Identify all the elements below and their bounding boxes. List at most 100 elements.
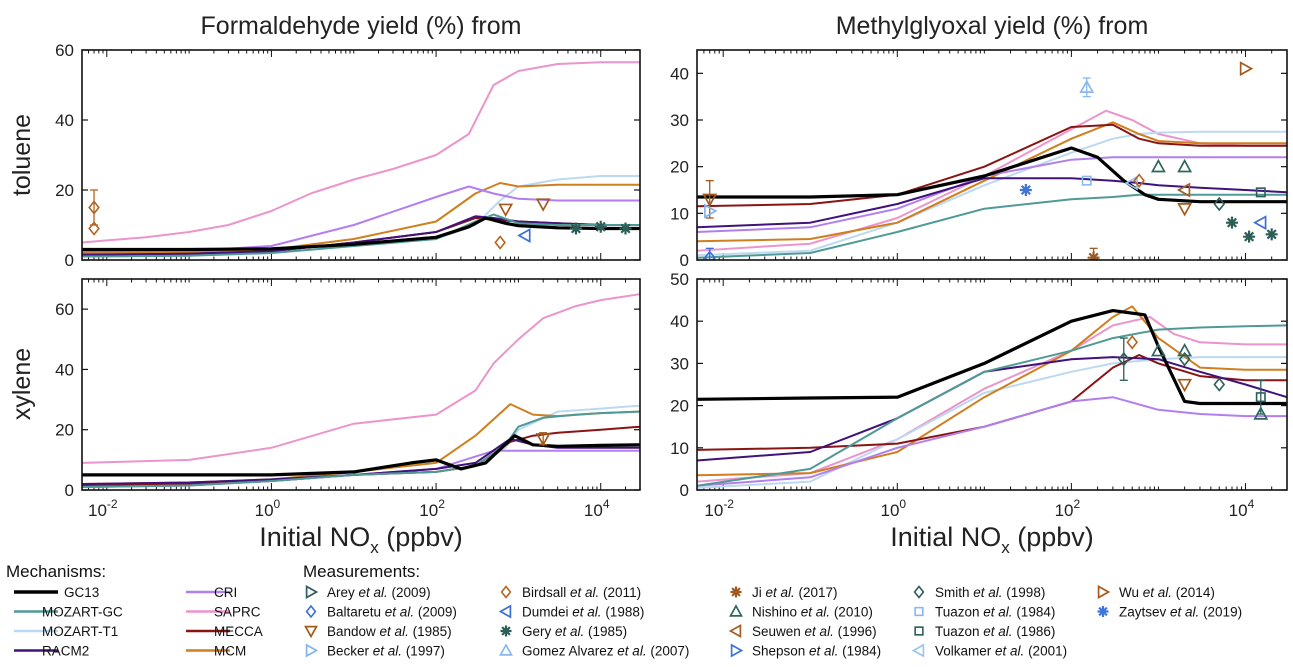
legend-author: Arey bbox=[327, 585, 359, 600]
legend-year: (2009) bbox=[414, 605, 457, 620]
legend-measurement-label: Nishino et al. (2010) bbox=[752, 605, 873, 620]
marker-tri-up bbox=[1079, 79, 1095, 93]
marker-diamond bbox=[305, 604, 317, 619]
marker-tri-left bbox=[517, 228, 531, 243]
legend-measurement-label: Smith et al. (1998) bbox=[935, 585, 1045, 600]
marker-tri-down bbox=[702, 193, 718, 208]
x-tick-label: 10-2 bbox=[704, 497, 734, 520]
marker-tri-down bbox=[304, 625, 318, 639]
series-line-gc13 bbox=[697, 309, 1287, 406]
legend-measurement-label: Dumdei et al. (1988) bbox=[522, 605, 644, 620]
legend-etal: et al. bbox=[1170, 605, 1199, 620]
marker-tri-down bbox=[1177, 203, 1193, 217]
legend-etal: et al. bbox=[805, 624, 834, 639]
legend-author: Zaytsev bbox=[1119, 605, 1170, 620]
legend-measurement-label: Ji et al. (2017) bbox=[752, 585, 838, 600]
x-tick-exponent: 2 bbox=[1073, 497, 1080, 511]
plot-area bbox=[82, 293, 640, 488]
legend-measurement-label: Gery et al. (1985) bbox=[522, 624, 627, 639]
x-tick-exponent: 4 bbox=[603, 497, 610, 511]
y-tick-label: 20 bbox=[55, 421, 74, 440]
legend-author: Becker bbox=[327, 644, 373, 659]
legend-year: (1988) bbox=[602, 605, 645, 620]
marker-star bbox=[1097, 606, 1109, 617]
legend-label-saprc: SAPRC bbox=[214, 605, 261, 620]
row-label-toluene: toluene bbox=[8, 114, 36, 196]
legend-measurement-label: Tuazon et al. (1986) bbox=[935, 624, 1055, 639]
legend-author: Gomez Alvarez bbox=[522, 644, 617, 659]
marker-tri-down bbox=[535, 198, 551, 212]
legend-measurement-label: Volkamer et al. (2001) bbox=[935, 644, 1067, 659]
panel-1: 0 20 40 60 bbox=[55, 41, 641, 270]
marker-diamond bbox=[1133, 173, 1145, 188]
legend-label-mozart-gc: MOZART-GC bbox=[42, 605, 123, 620]
marker-diamond bbox=[1213, 377, 1226, 392]
marker-square bbox=[914, 606, 924, 617]
legend-measurement-label: Birdsall et al. (2011) bbox=[522, 585, 641, 600]
marker-tri-left bbox=[498, 604, 512, 619]
x-axis-label-sub: x bbox=[370, 538, 379, 557]
panel-4: 0 10 20 30 40 50 bbox=[670, 270, 1288, 500]
series-line-mozart-t1 bbox=[697, 356, 1287, 489]
y-tick-label: 20 bbox=[670, 158, 689, 177]
x-axis-label-unit: (ppbv) bbox=[1010, 522, 1094, 552]
x-tick-base: 10 bbox=[704, 501, 723, 520]
x-tick-label: 102 bbox=[419, 497, 445, 520]
x-axis-label-sub: x bbox=[1001, 538, 1010, 557]
legend-year: (1998) bbox=[1003, 585, 1046, 600]
legend-author: Tuazon bbox=[935, 624, 983, 639]
plot-area bbox=[82, 61, 640, 258]
series-line-racm2 bbox=[697, 356, 1287, 462]
series-line-mcm bbox=[697, 121, 1287, 243]
marker-tri-up bbox=[499, 643, 513, 656]
legend-author: Wu bbox=[1119, 585, 1143, 600]
marker-square bbox=[1255, 187, 1266, 198]
legend-year: (2001) bbox=[1024, 644, 1067, 659]
x-tick-label: 10-2 bbox=[88, 497, 118, 520]
marker-tri-up bbox=[1150, 158, 1166, 173]
x-tick-base: 10 bbox=[1229, 501, 1248, 520]
marker-diamond bbox=[913, 585, 925, 599]
legend-measurement-label: Bandow et al. (1985) bbox=[327, 624, 452, 639]
x-tick-label: 104 bbox=[1229, 497, 1255, 520]
x-tick-exponent: 0 bbox=[274, 497, 281, 511]
y-tick-label: 30 bbox=[670, 111, 689, 130]
marker-star bbox=[500, 625, 512, 637]
series-line-mecca bbox=[82, 425, 640, 487]
series-line-cri bbox=[82, 449, 640, 488]
column-title-methylglyoxal: Methylglyoxal yield (%) from bbox=[836, 12, 1149, 40]
legend-etal: et al. bbox=[766, 585, 795, 600]
marker-star bbox=[594, 220, 607, 233]
marker-diamond bbox=[703, 250, 716, 260]
legend-etal: et al. bbox=[983, 605, 1012, 620]
marker-star bbox=[1225, 216, 1238, 229]
legend-measurement-label: Becker et al. (1997) bbox=[327, 644, 445, 659]
legend-label-gc13: GC13 bbox=[64, 585, 99, 600]
x-tick-exponent: 2 bbox=[438, 497, 445, 511]
legend-measurement-label: Wu et al. (2014) bbox=[1119, 585, 1215, 600]
series-line-mecca bbox=[697, 354, 1287, 451]
marker-tri-up bbox=[1150, 342, 1166, 357]
x-tick-exponent: 4 bbox=[1248, 497, 1255, 511]
legend-year: (1984) bbox=[838, 644, 881, 659]
legend-etal: et al. bbox=[1143, 585, 1172, 600]
series-line-cri bbox=[697, 396, 1287, 487]
marker-diamond bbox=[1126, 335, 1139, 350]
row-label-xylene: xylene bbox=[8, 348, 36, 420]
legend-year: (1996) bbox=[834, 624, 877, 639]
y-tick-label: 20 bbox=[670, 397, 689, 416]
legend-etal: et al. bbox=[801, 605, 830, 620]
y-tick-label: 0 bbox=[65, 251, 74, 270]
x-tick-exponent: -2 bbox=[107, 497, 118, 511]
x-tick-label: 104 bbox=[584, 497, 610, 520]
series-line-racm2 bbox=[697, 177, 1287, 229]
panel-frame bbox=[81, 49, 641, 261]
series-line-gc13 bbox=[697, 146, 1287, 204]
y-tick-label: 30 bbox=[670, 354, 689, 373]
marker-tri-up bbox=[729, 604, 743, 617]
x-tick-base: 10 bbox=[419, 501, 438, 520]
y-tick-label: 40 bbox=[55, 360, 74, 379]
y-tick-label: 60 bbox=[55, 41, 74, 60]
legend-year: (2007) bbox=[647, 644, 690, 659]
legend-measurement-label: Zaytsev et al. (2019) bbox=[1119, 605, 1242, 620]
